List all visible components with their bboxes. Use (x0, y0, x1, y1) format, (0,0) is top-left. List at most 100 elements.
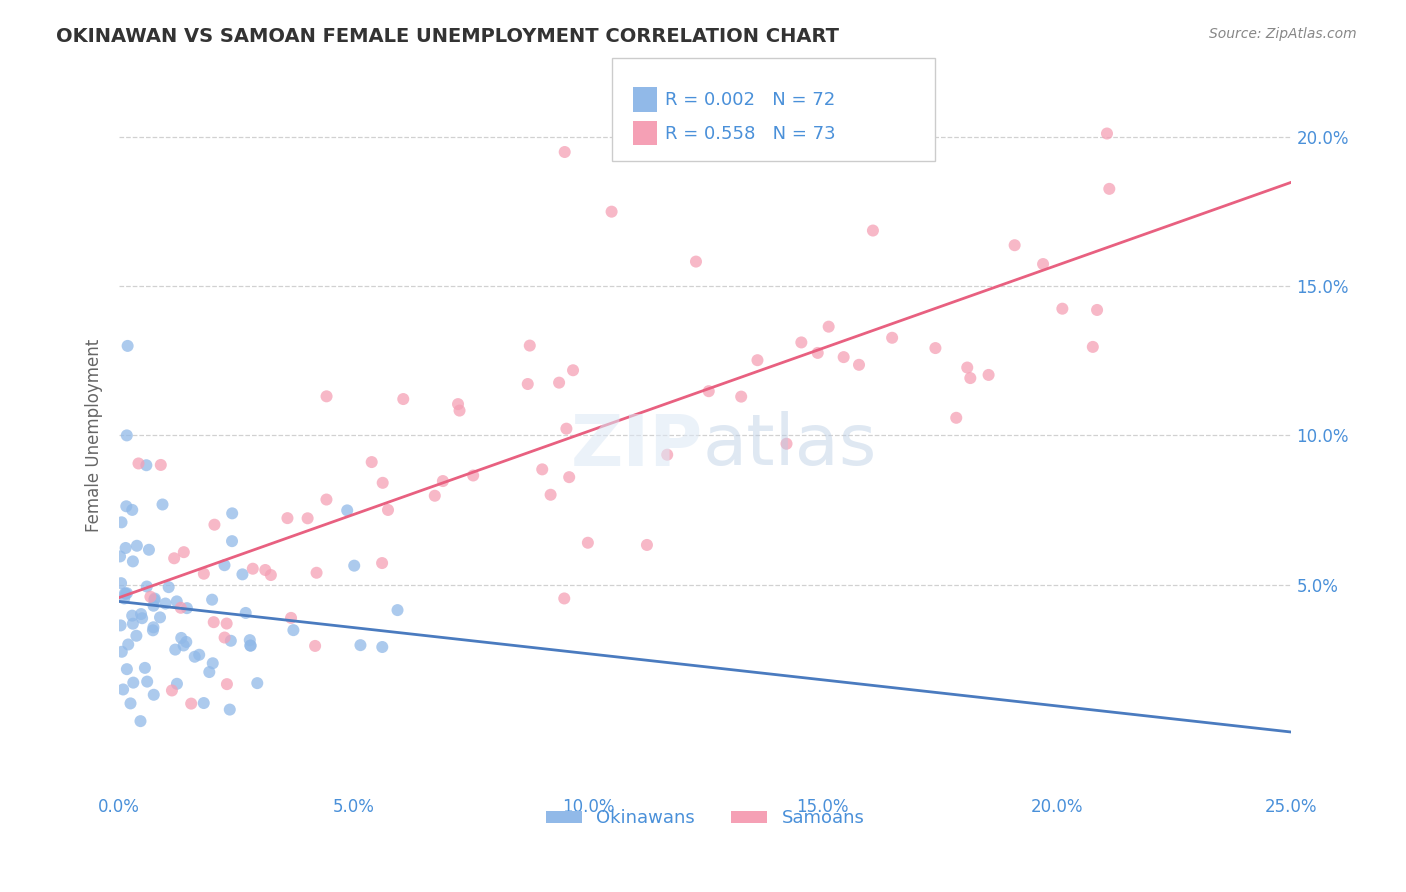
Point (548, 376, 571, 390)
Point (170, 600, 193, 615)
Point (387, 603, 409, 617)
Text: atlas: atlas (703, 411, 877, 481)
Point (115, 586, 138, 600)
Point (600, 204, 623, 219)
Point (166, 594, 188, 608)
Point (121, 503, 143, 517)
Point (180, 697, 202, 711)
Point (977, 368, 1000, 382)
Point (305, 566, 328, 580)
Point (276, 511, 298, 525)
Point (215, 677, 238, 691)
Legend: Okinawans, Samoans: Okinawans, Samoans (538, 802, 872, 834)
Point (1098, 182, 1121, 196)
Point (149, 458, 172, 472)
Point (117, 339, 139, 353)
Point (790, 335, 813, 350)
Point (239, 639, 262, 653)
Point (221, 507, 243, 521)
Point (114, 586, 136, 600)
Point (201, 592, 224, 607)
Point (121, 608, 143, 623)
Y-axis label: Female Unemployment: Female Unemployment (86, 339, 103, 532)
Point (152, 498, 174, 512)
Point (315, 492, 337, 507)
Text: Source: ZipAtlas.com: Source: ZipAtlas.com (1209, 27, 1357, 41)
Point (114, 587, 136, 601)
Point (260, 568, 283, 582)
Text: ZIP: ZIP (571, 411, 703, 481)
Point (945, 410, 967, 425)
Point (956, 360, 979, 375)
Point (110, 576, 132, 591)
Point (371, 556, 394, 570)
Point (360, 455, 382, 469)
Point (516, 377, 538, 392)
Point (1032, 257, 1054, 271)
Point (336, 503, 359, 517)
Point (129, 714, 152, 728)
Point (204, 517, 226, 532)
Point (657, 448, 679, 462)
Point (142, 599, 165, 613)
Point (449, 403, 471, 417)
Point (183, 649, 205, 664)
Point (862, 223, 884, 237)
Point (531, 462, 554, 476)
Point (108, 549, 131, 564)
Point (214, 631, 236, 645)
Point (423, 489, 446, 503)
Text: R = 0.558   N = 73: R = 0.558 N = 73 (665, 125, 835, 143)
Point (1081, 340, 1104, 354)
Point (747, 353, 769, 368)
Point (562, 363, 585, 377)
Point (166, 677, 188, 691)
Point (392, 392, 415, 406)
Point (112, 591, 135, 606)
Point (163, 551, 186, 566)
Text: OKINAWAN VS SAMOAN FEMALE UNEMPLOYMENT CORRELATION CHART: OKINAWAN VS SAMOAN FEMALE UNEMPLOYMENT C… (56, 27, 839, 45)
Point (131, 611, 153, 625)
Point (1004, 238, 1026, 252)
Point (115, 428, 138, 442)
Point (848, 358, 870, 372)
Point (555, 422, 578, 436)
Point (198, 665, 221, 679)
Point (134, 661, 156, 675)
Point (117, 638, 139, 652)
Point (959, 371, 981, 385)
Point (110, 516, 132, 530)
Point (214, 558, 236, 573)
Point (120, 697, 142, 711)
Point (283, 623, 305, 637)
Point (239, 639, 262, 653)
Point (188, 648, 211, 662)
Point (173, 545, 195, 559)
Point (447, 397, 470, 411)
Point (114, 541, 136, 555)
Point (143, 591, 166, 606)
Point (111, 645, 134, 659)
Point (219, 633, 242, 648)
Point (193, 566, 215, 581)
Point (817, 319, 839, 334)
Point (139, 590, 162, 604)
Point (143, 593, 166, 607)
Point (343, 558, 366, 573)
Point (1052, 301, 1074, 316)
Point (558, 470, 581, 484)
Point (924, 341, 946, 355)
Point (201, 657, 224, 671)
Point (882, 331, 904, 345)
Point (463, 468, 485, 483)
Point (125, 539, 148, 553)
Point (231, 567, 253, 582)
Point (554, 145, 576, 159)
Point (304, 639, 326, 653)
Point (349, 638, 371, 652)
Point (215, 616, 238, 631)
Point (136, 674, 159, 689)
Point (519, 338, 541, 352)
Point (122, 616, 145, 631)
Point (149, 610, 172, 624)
